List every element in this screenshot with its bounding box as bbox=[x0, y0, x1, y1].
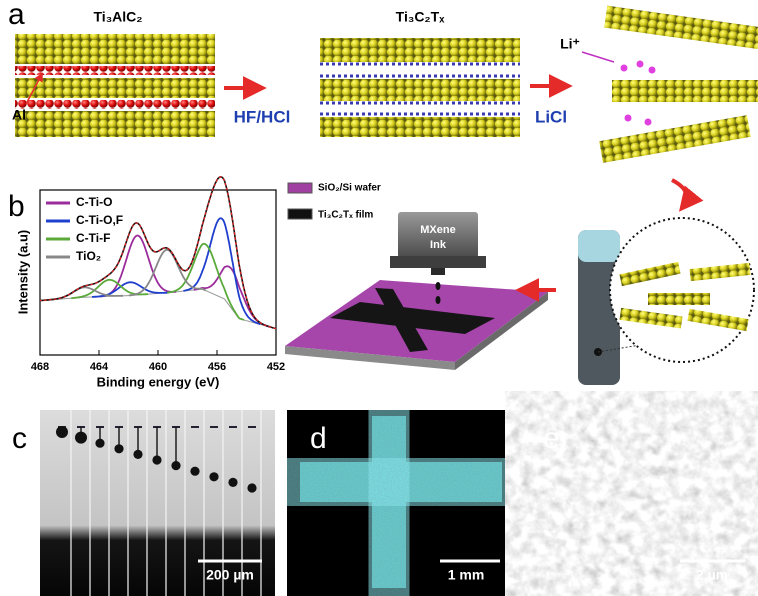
x-axis-title: Binding energy (eV) bbox=[97, 374, 220, 389]
xps-chart: Binding energy (eV) Intensity (a.u) 468 4… bbox=[15, 177, 285, 390]
ink-text: MXene bbox=[420, 224, 455, 236]
film-label: Ti₃C₂Tₓ film bbox=[318, 210, 373, 221]
x-tick-label: 452 bbox=[267, 361, 285, 373]
x-tick-label: 464 bbox=[90, 361, 109, 373]
panel-label: d bbox=[310, 422, 327, 455]
droplet bbox=[75, 432, 87, 444]
scale-label: 1 mm bbox=[448, 567, 485, 583]
delaminated-structure bbox=[599, 6, 758, 163]
panel-label: c bbox=[12, 422, 27, 455]
dispersion-zoom bbox=[610, 218, 754, 362]
y-axis-title: Intensity (a.u) bbox=[15, 230, 30, 315]
x-tick-label: 468 bbox=[31, 361, 49, 373]
arrow bbox=[672, 180, 687, 208]
al-label: Al bbox=[12, 107, 26, 123]
figure: a Ti₃AlC₂ Ti₃C₂Tₓ Al HF/HCl LiCl Li⁺ b B… bbox=[0, 0, 758, 596]
salt-label: LiCl bbox=[535, 107, 567, 126]
legend-label: C-Ti-O bbox=[76, 195, 112, 209]
page: a Ti₃AlC₂ Ti₃C₂Tₓ Al HF/HCl LiCl Li⁺ b B… bbox=[0, 0, 758, 596]
substrate-swatch bbox=[288, 183, 312, 193]
background-line bbox=[40, 289, 276, 329]
legend-label: C-Ti-O,F bbox=[76, 213, 123, 227]
etch-label: HF/HCl bbox=[234, 107, 291, 126]
legend-label: C-Ti-F bbox=[76, 231, 110, 245]
ti3alc2-structure bbox=[15, 34, 215, 137]
x-tick-label: 460 bbox=[149, 361, 167, 373]
panel-label: b bbox=[8, 190, 25, 223]
droplet bbox=[209, 472, 218, 481]
droplet bbox=[56, 426, 68, 438]
film-swatch bbox=[288, 209, 312, 219]
legend-label: TiO₂ bbox=[76, 249, 101, 263]
droplet bbox=[171, 461, 180, 470]
scale-label: 2 µm bbox=[696, 567, 728, 583]
droplet bbox=[190, 467, 199, 476]
droplet bbox=[152, 455, 161, 464]
reactant-label: Ti₃AlC₂ bbox=[94, 9, 143, 25]
x-tick-label: 456 bbox=[208, 361, 226, 373]
panel-label: e bbox=[543, 422, 560, 455]
droplet bbox=[95, 439, 104, 448]
substrate-label: SiO₂/Si wafer bbox=[318, 183, 381, 194]
wafer bbox=[285, 280, 548, 370]
pointer bbox=[582, 52, 614, 62]
droplet bbox=[228, 478, 237, 487]
fit-component bbox=[99, 236, 176, 297]
ink-text: Ink bbox=[430, 239, 447, 251]
droplet bbox=[133, 450, 142, 459]
ion-label: Li⁺ bbox=[560, 36, 580, 52]
droplet bbox=[247, 483, 256, 492]
panel-label: a bbox=[8, 0, 25, 31]
scale-label: 200 µm bbox=[206, 567, 254, 583]
ti3c2tx-structure bbox=[320, 38, 520, 137]
fit-component bbox=[194, 266, 271, 327]
droplet bbox=[114, 444, 123, 453]
product-label: Ti₃C₂Tₓ bbox=[396, 9, 446, 25]
fit-component bbox=[167, 244, 244, 320]
